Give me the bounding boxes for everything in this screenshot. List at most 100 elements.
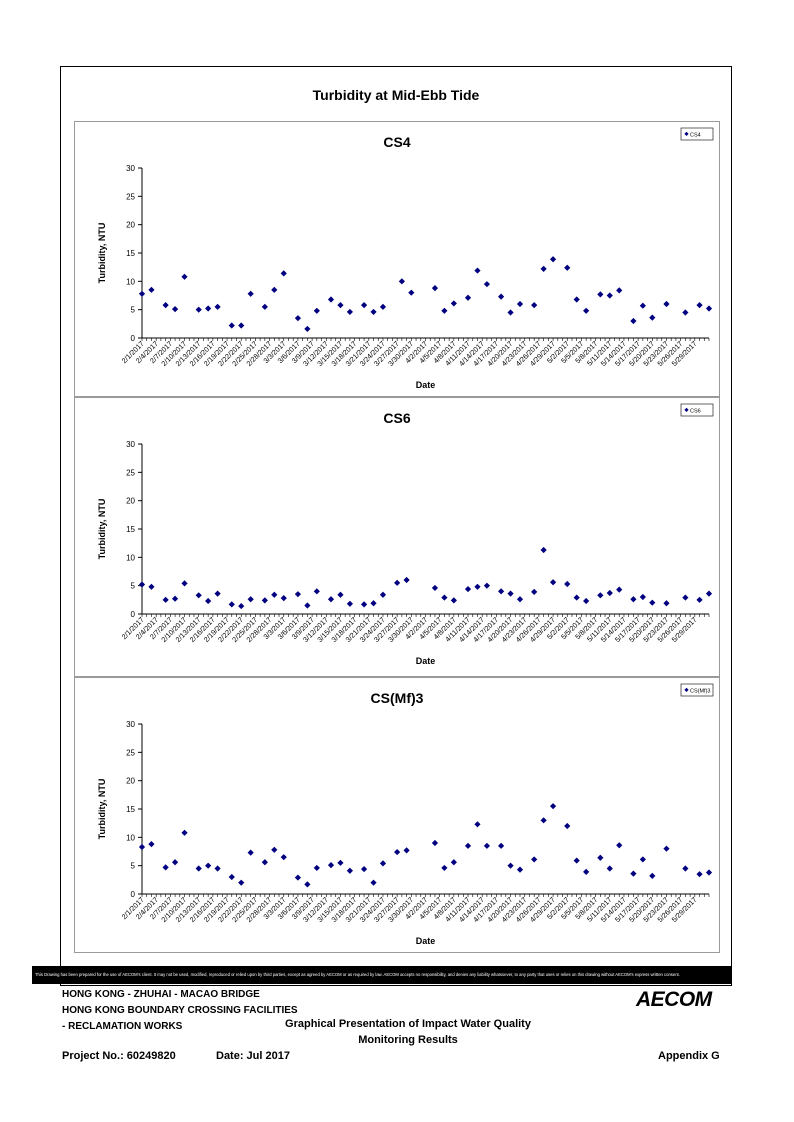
y-tick-label: 30: [126, 164, 135, 173]
data-point: [507, 862, 514, 869]
x-axis-label: Date: [416, 380, 436, 390]
data-point: [247, 290, 254, 297]
chart-panel-cs6: CS6 CS6 0 5 10 15 20 25 30 2/1/2017 2/4/2017 2/7/20…: [74, 397, 720, 677]
data-point: [682, 865, 689, 872]
y-tick-label: 0: [131, 334, 136, 343]
data-point: [583, 868, 590, 875]
data-point: [360, 601, 368, 608]
data-point: [606, 865, 613, 872]
data-point: [228, 322, 235, 329]
data-point: [663, 300, 670, 308]
data-point: [360, 865, 368, 873]
data-point: [228, 873, 235, 881]
page-title: Turbidity at Mid-Ebb Tide: [312, 87, 480, 103]
data-point: [564, 822, 571, 830]
y-axis-label: Turbidity, NTU: [97, 499, 107, 560]
data-point: [337, 591, 344, 598]
data-point: [370, 879, 377, 886]
y-tick-label: 15: [126, 525, 135, 534]
data-point: [540, 265, 547, 272]
data-point: [238, 879, 245, 886]
data-point: [171, 595, 179, 602]
chart-svg: CS6 CS60510152025302/1/20172/4/20172/7/20…: [97, 403, 714, 666]
data-point: [360, 302, 368, 309]
legend: CS6: [680, 403, 714, 417]
data-point: [516, 866, 524, 873]
appendix-label: Appendix G: [658, 1050, 720, 1062]
data-point: [441, 594, 448, 601]
data-point: [171, 306, 179, 313]
data-point: [498, 293, 505, 300]
data-point: [483, 582, 491, 589]
project-number: Project No.: 60249820: [62, 1050, 176, 1062]
data-point: [597, 291, 604, 298]
data-point: [540, 546, 547, 554]
data-point: [238, 322, 245, 329]
axes: [141, 168, 709, 339]
data-point: [573, 594, 580, 601]
data-point: [516, 300, 524, 308]
data-point: [346, 867, 353, 874]
data-point: [616, 287, 623, 294]
chart-svg: CS(Mf)3 CS(Mf)30510152025302/1/20172/4/20…: [97, 683, 714, 946]
data-point: [214, 303, 221, 310]
data-point: [483, 842, 491, 849]
data-point: [474, 583, 481, 590]
data-point: [280, 854, 287, 861]
aecom-logo: AECOM: [636, 988, 712, 1011]
y-tick-label: 10: [126, 833, 135, 842]
data-point: [696, 871, 703, 878]
data-point: [214, 590, 221, 597]
data-point: [379, 860, 387, 867]
data-point: [280, 270, 287, 277]
data-point: [408, 289, 415, 296]
data-point: [304, 325, 311, 333]
data-point: [441, 307, 448, 314]
data-point: [261, 597, 268, 604]
y-axis-label: Turbidity, NTU: [97, 779, 107, 840]
chart-panel-csmf3: CS(Mf)3 CS(Mf)3 0 5 10 15 20 25 30 2/1/2017 2/4/20…: [74, 677, 720, 953]
data-point: [181, 829, 188, 836]
data-point: [464, 294, 472, 301]
data-point: [195, 592, 202, 599]
x-axis-label: Date: [416, 936, 436, 946]
data-point: [531, 856, 538, 863]
data-point: [450, 300, 457, 307]
data-point: [261, 859, 268, 866]
data-point: [294, 874, 302, 881]
data-point: [205, 305, 212, 312]
drawing-frame: Turbidity at Mid-Ebb Tide CS4 CS4 0 5 10 15 20…: [60, 66, 732, 986]
data-point: [271, 846, 278, 853]
data-point: [606, 292, 613, 299]
data-point: [616, 842, 623, 849]
data-point: [474, 821, 481, 828]
data-point: [531, 588, 538, 595]
data-point: [148, 583, 155, 590]
data-point: [431, 584, 439, 592]
data-point: [498, 588, 505, 595]
y-tick-label: 10: [126, 277, 135, 286]
data-point: [346, 600, 353, 607]
data-point: [327, 596, 335, 603]
data-point: [549, 256, 557, 263]
chart-svg: CS4 CS40510152025302/1/20172/4/20172/7/20…: [97, 127, 714, 390]
data-point: [238, 602, 245, 610]
y-tick-label: 20: [126, 497, 135, 506]
data-point: [639, 593, 646, 601]
data-point: [573, 296, 580, 303]
data-point: [304, 602, 311, 609]
data-point: [195, 306, 202, 313]
legend: CS(Mf)3: [680, 683, 714, 697]
data-point: [403, 576, 410, 584]
data-point: [696, 596, 703, 603]
data-point: [346, 308, 353, 316]
data-point: [313, 864, 320, 872]
data-point: [313, 588, 320, 595]
data-point: [630, 870, 637, 877]
axes: [141, 724, 709, 895]
y-tick-label: 25: [126, 468, 135, 477]
data-point: [195, 865, 202, 872]
legend-label: CS(Mf)3: [690, 688, 710, 694]
data-point: [271, 286, 278, 293]
data-point: [639, 302, 646, 309]
